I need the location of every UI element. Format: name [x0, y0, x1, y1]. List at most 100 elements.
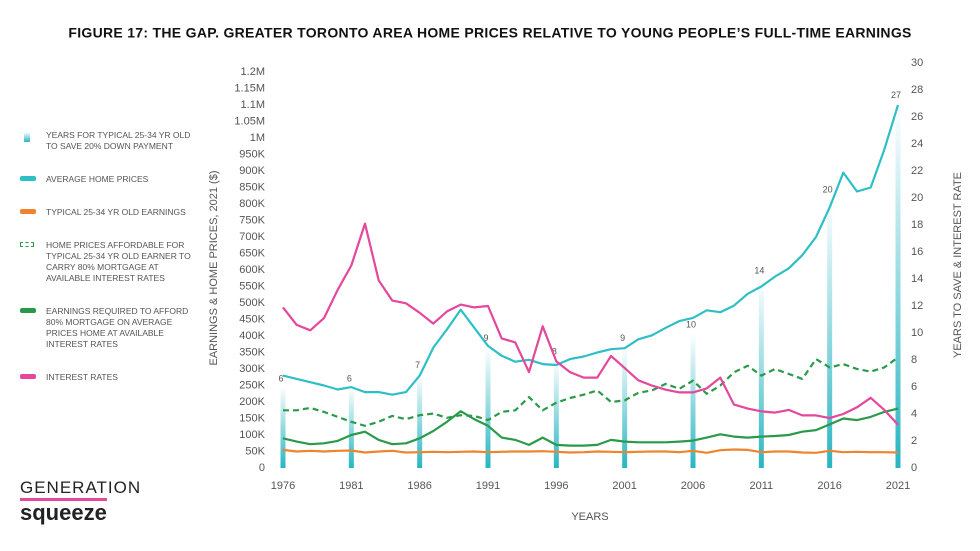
legend-swatch: [20, 242, 34, 247]
legend-label: INTEREST RATES: [46, 372, 118, 382]
legend-swatch: [20, 374, 36, 379]
y2-tick-label: 24: [911, 138, 923, 150]
x-tick-label: 2021: [886, 480, 910, 492]
line-series: [282, 222, 899, 426]
legend-swatch: [20, 209, 36, 214]
y2-tick-label: 14: [911, 273, 923, 285]
legend-item: TYPICAL 25-34 YR OLD EARNINGS: [20, 207, 195, 218]
bar: [622, 346, 628, 468]
y-tick-label: 400K: [239, 330, 265, 342]
bar-label: 10: [686, 319, 696, 329]
x-tick-label: 2016: [817, 480, 841, 492]
legend-item: INTEREST RATES: [20, 372, 195, 383]
line-series: [282, 448, 899, 454]
y-tick-label: 950K: [239, 148, 265, 160]
y-tick-label: 200K: [239, 396, 265, 408]
x-axis-label: YEARS: [571, 511, 608, 523]
y-tick-label: 700K: [239, 231, 265, 243]
y2-axis-label: YEARS TO SAVE & INTEREST RATE: [952, 172, 964, 358]
x-tick-label: 2006: [681, 480, 705, 492]
legend-label: EARNINGS REQUIRED TO AFFORD 80% MORTGAGE…: [46, 306, 189, 349]
legend-label: TYPICAL 25-34 YR OLD EARNINGS: [46, 207, 186, 217]
legend-swatch: [20, 308, 36, 313]
bar: [895, 103, 901, 468]
bar-label: 14: [754, 265, 764, 275]
bar: [485, 346, 491, 468]
y2-tick-label: 2: [911, 435, 917, 447]
x-tick-label: 1976: [271, 480, 295, 492]
bar-label: 27: [891, 90, 901, 100]
x-tick-label: 2011: [750, 480, 774, 492]
y-tick-label: 250K: [239, 379, 265, 391]
bar-label: 20: [823, 184, 833, 194]
y-tick-label: 1.05M: [234, 115, 265, 127]
logo-text: GENERATION: [20, 478, 142, 497]
y-tick-label: 500K: [239, 297, 265, 309]
y-tick-label: 750K: [239, 214, 265, 226]
legend-swatch: [20, 176, 36, 181]
y2-tick-label: 4: [911, 408, 917, 420]
bar: [417, 373, 423, 468]
legend-label: HOME PRICES AFFORDABLE FOR TYPICAL 25-34…: [46, 240, 191, 283]
bar-label: 9: [483, 333, 488, 343]
y-tick-label: 450K: [239, 313, 265, 325]
y2-tick-label: 6: [911, 381, 917, 393]
x-tick-label: 1981: [339, 480, 363, 492]
y2-tick-label: 30: [911, 57, 923, 69]
bar: [758, 279, 764, 468]
y-axis-label: EARNINGS & HOME PRICES, 2021 ($): [208, 171, 220, 366]
legend: YEARS FOR TYPICAL 25-34 YR OLD TO SAVE 2…: [20, 130, 195, 405]
y-tick-label: 1.2M: [241, 66, 265, 78]
y-tick-label: 800K: [239, 198, 265, 210]
y2-tick-label: 0: [911, 462, 917, 474]
bar-label: 6: [278, 373, 283, 383]
bar: [827, 198, 833, 468]
legend-label: YEARS FOR TYPICAL 25-34 YR OLD TO SAVE 2…: [46, 130, 191, 151]
y2-tick-label: 20: [911, 192, 923, 204]
y-tick-label: 100K: [239, 429, 265, 441]
line-series: [283, 356, 899, 427]
y-tick-label: 850K: [239, 181, 265, 193]
x-tick-label: 1996: [544, 480, 568, 492]
y-tick-label: 50K: [245, 445, 265, 457]
bar: [280, 387, 286, 468]
y2-tick-label: 8: [911, 354, 917, 366]
y-tick-label: 550K: [239, 280, 265, 292]
x-tick-label: 2001: [612, 480, 636, 492]
bar: [348, 387, 354, 468]
y2-tick-label: 16: [911, 246, 923, 258]
legend-swatch: [24, 132, 30, 142]
logo: GENERATION squeeze: [20, 478, 141, 525]
line-series: [282, 407, 899, 447]
bar-label: 6: [347, 373, 352, 383]
logo-text: squeeze: [20, 498, 107, 525]
y-tick-label: 350K: [239, 346, 265, 358]
bar-label: 8: [552, 346, 557, 356]
legend-label: AVERAGE HOME PRICES: [46, 174, 149, 184]
y-tick-label: 1.1M: [241, 99, 265, 111]
y-tick-label: 1.15M: [234, 82, 265, 94]
x-tick-label: 1986: [407, 480, 431, 492]
y-tick-label: 900K: [239, 165, 265, 177]
y2-tick-label: 10: [911, 327, 923, 339]
y2-tick-label: 28: [911, 84, 923, 96]
y-tick-label: 0: [259, 462, 265, 474]
chart-title: FIGURE 17: THE GAP. GREATER TORONTO AREA…: [68, 25, 911, 41]
y-tick-label: 1M: [250, 132, 265, 144]
legend-item: YEARS FOR TYPICAL 25-34 YR OLD TO SAVE 2…: [20, 130, 195, 152]
legend-item: EARNINGS REQUIRED TO AFFORD 80% MORTGAGE…: [20, 306, 195, 350]
y-tick-label: 600K: [239, 264, 265, 276]
y2-tick-label: 12: [911, 300, 923, 312]
bar-label: 9: [620, 333, 625, 343]
line-series: [282, 104, 900, 396]
y-tick-label: 650K: [239, 247, 265, 259]
y-tick-label: 300K: [239, 363, 265, 375]
y2-tick-label: 22: [911, 165, 923, 177]
y2-tick-label: 26: [911, 111, 923, 123]
y2-tick-label: 18: [911, 219, 923, 231]
bar: [553, 360, 559, 468]
bar: [690, 333, 696, 468]
legend-item: HOME PRICES AFFORDABLE FOR TYPICAL 25-34…: [20, 240, 195, 284]
